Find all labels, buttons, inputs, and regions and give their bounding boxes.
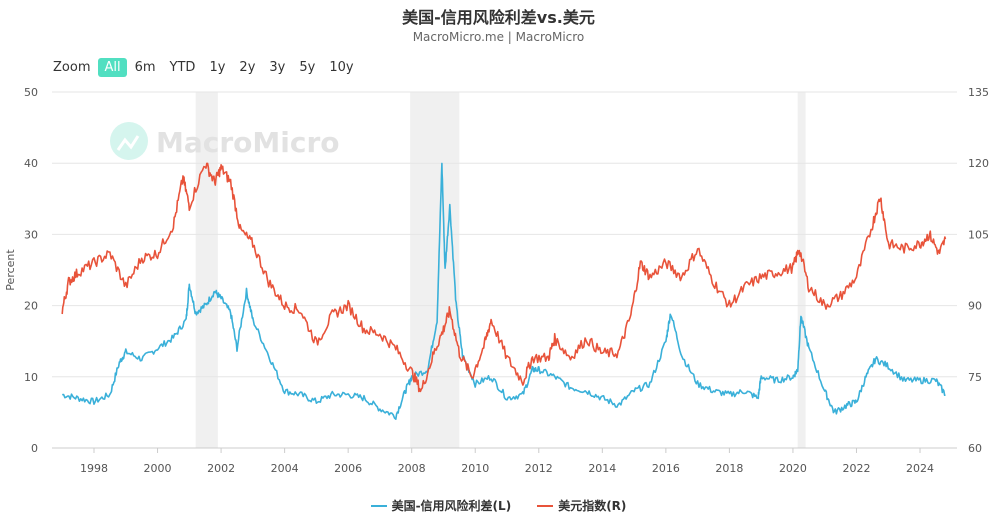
watermark-logo-icon [116, 135, 140, 151]
zoom-3y-button[interactable]: 3y [269, 60, 286, 75]
x-tick-label: 2020 [779, 462, 807, 475]
legend-swatch [537, 504, 554, 507]
legend-item-credit-spread[interactable]: 美国-信用风险利差(L) [370, 497, 512, 514]
y-right-tick-label: 90 [968, 300, 982, 313]
x-tick-label: 2004 [271, 462, 299, 475]
zoom-10y-button[interactable]: 10y [329, 60, 354, 75]
watermark-logo-icon [110, 122, 148, 160]
recession-band [797, 92, 806, 448]
x-tick-label: 2018 [715, 462, 743, 475]
y-right-tick-label: 60 [968, 442, 982, 455]
y-left-axis-title: Percent [4, 249, 17, 291]
zoom-5y-button[interactable]: 5y [299, 60, 316, 75]
y-left-tick-label: 50 [24, 86, 38, 99]
legend-swatch [370, 504, 387, 507]
x-tick-label: 2022 [842, 462, 870, 475]
series-line-credit-spread [62, 162, 946, 421]
x-tick-label: 2000 [144, 462, 172, 475]
y-left-tick-label: 0 [31, 442, 38, 455]
y-right-tick-label: 75 [968, 371, 982, 384]
y-right-tick-label: 135 [968, 86, 989, 99]
x-tick-label: 2010 [461, 462, 489, 475]
watermark-text: MacroMicro [156, 126, 340, 159]
x-tick-label: 2016 [652, 462, 680, 475]
x-tick-label: 2012 [525, 462, 553, 475]
chart-subtitle: MacroMicro.me | MacroMicro [412, 30, 585, 44]
legend-label: 美国-信用风险利差(L) [391, 499, 512, 513]
y-left-tick-label: 20 [24, 300, 38, 313]
zoom-all-button[interactable]: All [98, 58, 127, 77]
series-line-dollar-index [61, 162, 947, 393]
x-tick-label: 2002 [207, 462, 235, 475]
zoom-range-selector: Zoom All 6m YTD 1y 2y 3y 5y 10y [53, 58, 362, 77]
y-left-tick-label: 40 [24, 157, 38, 170]
y-right-tick-label: 105 [968, 228, 989, 241]
zoom-label: Zoom [53, 60, 91, 75]
y-left-tick-label: 10 [24, 371, 38, 384]
x-tick-label: 2014 [588, 462, 616, 475]
y-right-tick-label: 120 [968, 157, 989, 170]
zoom-6m-button[interactable]: 6m [134, 60, 156, 75]
recession-band [410, 92, 460, 448]
y-left-tick-label: 30 [24, 228, 38, 241]
legend: 美国-信用风险利差(L) 美元指数(R) [0, 497, 997, 514]
legend-label: 美元指数(R) [558, 499, 627, 513]
x-tick-label: 1998 [80, 462, 108, 475]
x-tick-label: 2024 [906, 462, 934, 475]
legend-item-dollar-index[interactable]: 美元指数(R) [537, 497, 626, 514]
x-tick-label: 2008 [398, 462, 426, 475]
zoom-1y-button[interactable]: 1y [209, 60, 226, 75]
x-tick-label: 2006 [334, 462, 362, 475]
chart-title: 美国-信用风险利差vs.美元 [402, 8, 595, 27]
zoom-ytd-button[interactable]: YTD [169, 60, 196, 75]
zoom-2y-button[interactable]: 2y [239, 60, 256, 75]
